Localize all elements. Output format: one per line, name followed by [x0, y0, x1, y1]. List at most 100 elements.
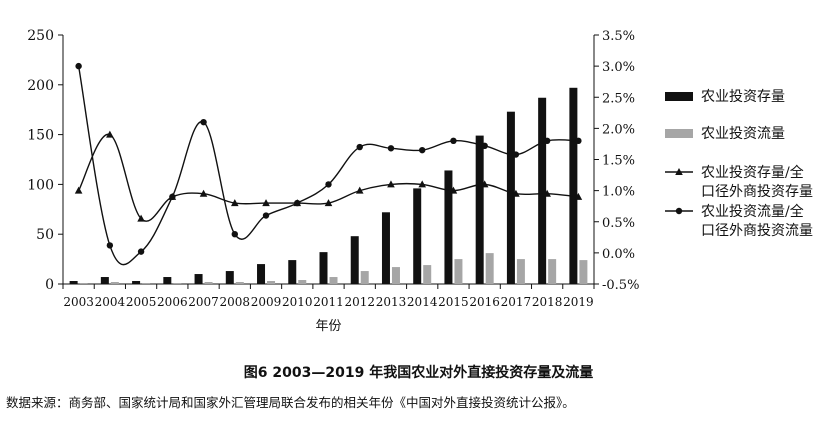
right-tick-label: -0.5%: [602, 278, 639, 293]
x-tick-label: 2011: [313, 295, 344, 309]
bar-flow: [485, 253, 494, 284]
marker-flow-ratio: [575, 137, 582, 145]
right-tick-label: 3.5%: [602, 29, 635, 44]
bar-flow: [548, 259, 557, 284]
marker-stock-ratio: [262, 199, 270, 207]
marker-flow-ratio: [450, 137, 457, 145]
bar-flow: [110, 282, 119, 284]
marker-stock-ratio: [106, 130, 114, 138]
bar-stock: [257, 264, 266, 284]
x-tick-label: 2018: [532, 295, 563, 309]
marker-stock-ratio: [480, 180, 489, 188]
legend-label-flow-ratio: 农业投资流量/全: [701, 203, 804, 220]
legend-label-stock-ratio-2: 口径外商投资存量: [701, 184, 813, 200]
bar-stock: [100, 277, 109, 284]
right-tick-label: 1.5%: [602, 154, 635, 169]
legend-swatch-flow: [665, 129, 693, 138]
marker-stock-ratio: [449, 186, 458, 194]
x-axis-label: 年份: [315, 319, 341, 334]
bar-stock: [288, 260, 297, 284]
bar-flow: [79, 283, 88, 284]
bar-flow: [173, 283, 182, 284]
bar-stock: [506, 111, 515, 284]
x-tick-label: 2015: [438, 295, 469, 309]
bar-flow: [267, 281, 276, 284]
marker-stock-ratio: [230, 199, 239, 207]
bar-stock: [69, 281, 78, 284]
legend-label-stock-ratio: 农业投资存量/全: [701, 164, 804, 181]
bar-flow: [454, 259, 463, 284]
chart-lines: [74, 62, 583, 266]
x-tick-label: 2013: [376, 295, 407, 309]
marker-stock-ratio: [199, 189, 208, 197]
x-tick-label: 2012: [344, 295, 375, 309]
bar-flow: [391, 267, 400, 284]
marker-flow-ratio: [200, 118, 207, 126]
legend-label-stock: 农业投资存量: [701, 89, 785, 105]
data-source-note: 数据来源：商务部、国家统计局和国家外汇管理局联合发布的相关年份《中国对外直接投资…: [6, 395, 575, 410]
marker-flow-ratio: [481, 142, 488, 150]
right-tick-label: 1.0%: [602, 185, 635, 200]
chart: 0 50 100 150 200 250 -0.5% 0.0% 0.5% 1.0% 1.5% 2.0%…: [27, 28, 813, 334]
left-tick-label: 250: [27, 28, 54, 44]
bar-flow: [298, 280, 307, 284]
x-tick-label: 2007: [188, 295, 219, 309]
left-tick-label: 100: [27, 177, 54, 193]
marker-flow-ratio: [169, 193, 176, 201]
bar-stock: [569, 87, 578, 285]
marker-flow-ratio: [325, 181, 332, 188]
left-tick-label: 50: [36, 227, 54, 243]
left-tick-label: 0: [45, 277, 54, 293]
legend-label-flow-ratio-2: 口径外商投资流量: [701, 223, 813, 239]
marker-flow-ratio: [137, 248, 145, 255]
x-tick-label: 2010: [282, 295, 313, 309]
marker-stock-ratio: [355, 186, 364, 194]
right-tick-label: 2.0%: [602, 122, 635, 137]
marker-flow-ratio: [262, 212, 270, 219]
x-tick-label: 2008: [220, 295, 251, 309]
bar-stock: [225, 271, 234, 284]
bar-flow: [516, 259, 525, 284]
legend-swatch-stock: [665, 92, 693, 101]
legend-label-flow: 农业投资流量: [701, 126, 785, 142]
right-tick-label: 3.0%: [602, 60, 635, 75]
bar-stock: [475, 135, 484, 284]
chart-legend: 农业投资存量农业投资流量农业投资存量/全口径外商投资存量农业投资流量/全口径外商…: [665, 89, 813, 239]
bar-flow: [204, 282, 213, 284]
marker-flow-ratio: [387, 145, 395, 152]
bar-stock: [319, 252, 328, 284]
marker-stock-ratio: [418, 180, 427, 188]
x-tick-label: 2014: [407, 295, 438, 309]
x-tick-label: 2017: [501, 295, 532, 309]
legend-marker-stock-ratio: [675, 168, 683, 175]
legend-marker-flow-ratio: [675, 207, 683, 215]
bar-flow: [423, 265, 432, 284]
left-tick-label: 200: [27, 78, 54, 94]
marker-flow-ratio: [512, 151, 520, 158]
bar-stock: [350, 236, 359, 284]
marker-stock-ratio: [74, 186, 83, 194]
bar-flow: [579, 260, 588, 284]
marker-stock-ratio: [574, 192, 583, 200]
marker-stock-ratio: [324, 199, 333, 207]
marker-flow-ratio: [419, 146, 426, 154]
marker-flow-ratio: [356, 143, 363, 151]
x-tick-label: 2005: [126, 295, 157, 309]
x-tick-label: 2006: [157, 295, 188, 309]
marker-stock-ratio: [512, 189, 520, 197]
x-tick-label: 2009: [251, 295, 282, 309]
marker-stock-ratio: [543, 189, 551, 197]
marker-stock-ratio: [137, 214, 145, 222]
bar-stock: [538, 97, 547, 284]
right-tick-label: 2.5%: [602, 91, 635, 106]
chart-axes: 0 50 100 150 200 250 -0.5% 0.0% 0.5% 1.0% 1.5% 2.0%…: [27, 28, 639, 334]
figure-caption: 图6 2003—2019 年我国农业对外直接投资存量及流量: [243, 365, 594, 381]
chart-bars: [69, 87, 588, 285]
marker-flow-ratio: [106, 242, 114, 249]
right-tick-label: 0.5%: [602, 216, 635, 231]
x-tick-label: 2019: [563, 295, 594, 309]
marker-flow-ratio: [231, 231, 238, 238]
bar-stock: [444, 170, 453, 284]
x-tick-label: 2004: [95, 295, 126, 309]
x-tick-label: 2016: [469, 295, 500, 309]
